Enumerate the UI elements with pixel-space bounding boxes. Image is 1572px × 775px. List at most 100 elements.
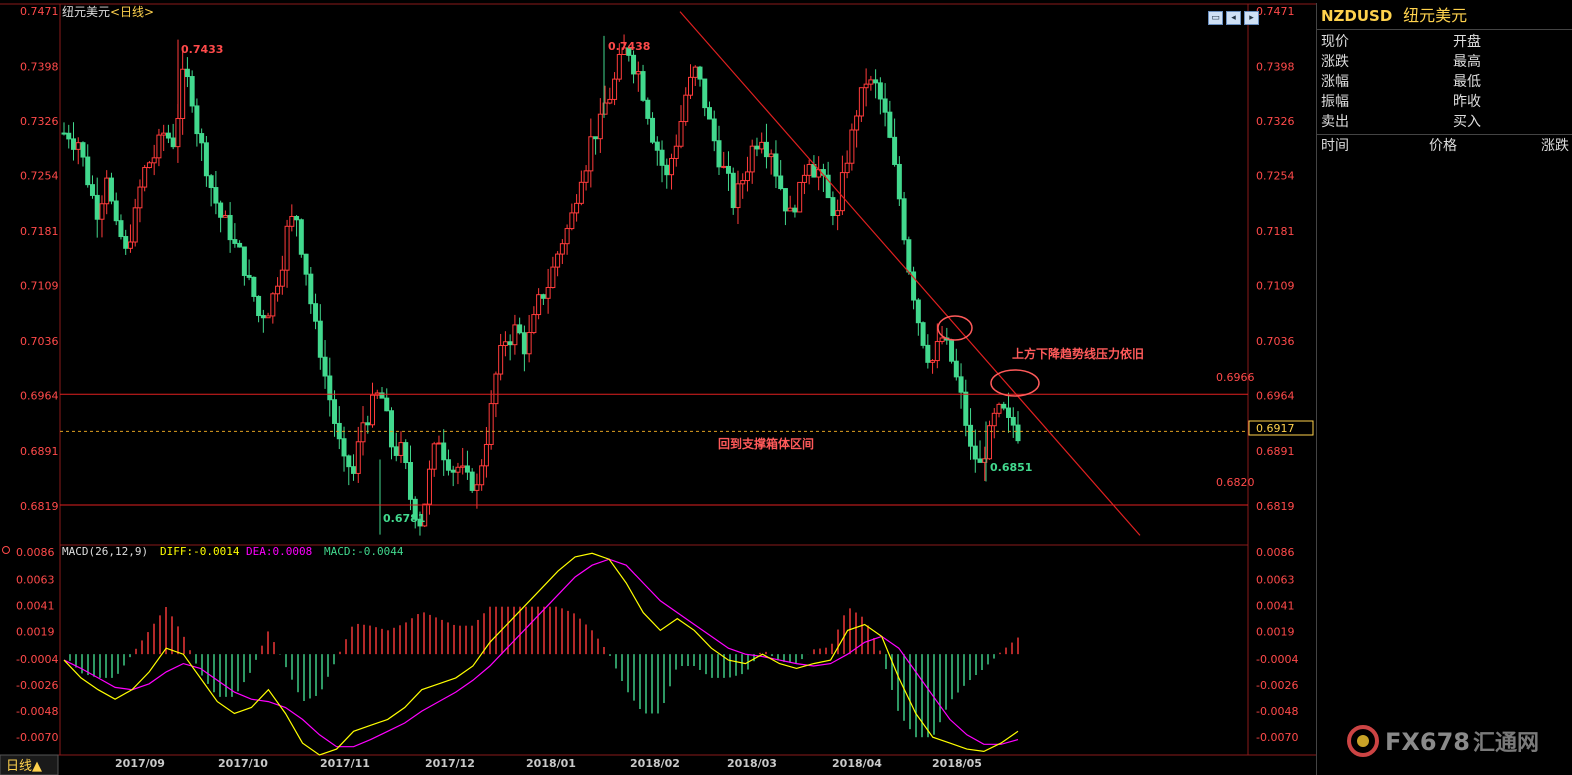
quote-row: 涨幅 最低 bbox=[1317, 72, 1572, 92]
candle-body bbox=[94, 194, 100, 220]
macd-dea-label: DEA:0.0008 bbox=[246, 545, 312, 558]
candle-body bbox=[284, 225, 290, 271]
candle-body bbox=[854, 115, 860, 131]
candle-body bbox=[735, 183, 741, 209]
candle-body bbox=[749, 145, 755, 173]
tick-header-time: 时间 bbox=[1321, 138, 1349, 154]
quote-label: 开盘 bbox=[1453, 34, 1481, 50]
macd-panel bbox=[63, 552, 1019, 756]
price-tick-right: 0.7254 bbox=[1256, 170, 1295, 183]
candle-body bbox=[987, 425, 993, 460]
candle-body bbox=[868, 79, 874, 85]
candle-body bbox=[75, 142, 81, 150]
price-tick-left: 0.6819 bbox=[20, 500, 59, 513]
candle-body bbox=[991, 412, 997, 427]
low-label-2: 0.6851 bbox=[990, 461, 1032, 474]
candle-body bbox=[275, 285, 281, 295]
price-tick-left: 0.7326 bbox=[20, 115, 59, 128]
quote-label: 涨跌 bbox=[1321, 54, 1349, 70]
quote-label: 振幅 bbox=[1321, 94, 1349, 110]
price-tick-left: 0.7254 bbox=[20, 170, 59, 183]
candle-body bbox=[873, 79, 879, 84]
candle-body bbox=[241, 246, 247, 276]
left-icon[interactable]: ◂ bbox=[1226, 11, 1241, 25]
candle-body bbox=[146, 162, 152, 169]
candle-body bbox=[626, 47, 632, 56]
quote-label: 昨收 bbox=[1453, 94, 1481, 110]
expand-icon[interactable]: ▸ bbox=[1244, 11, 1259, 25]
candle-body bbox=[778, 175, 784, 190]
candle-body bbox=[66, 132, 72, 140]
indicator-settings-icon[interactable] bbox=[2, 546, 10, 554]
quote-row: 现价 开盘 bbox=[1317, 32, 1572, 52]
candle-body bbox=[208, 175, 214, 189]
candle-body bbox=[355, 441, 361, 474]
candle-body bbox=[863, 83, 869, 89]
candle-body bbox=[906, 239, 912, 273]
candle-body bbox=[892, 136, 898, 165]
upper-line-label: 0.6966 bbox=[1216, 371, 1255, 384]
chart-frame bbox=[0, 3, 1316, 756]
candle-body bbox=[540, 294, 546, 299]
date-tick: 2017/10 bbox=[218, 757, 268, 770]
candle-body bbox=[1015, 424, 1021, 442]
candle-body bbox=[450, 469, 456, 473]
candle-body bbox=[949, 339, 955, 362]
price-tick-left: 0.6964 bbox=[20, 390, 59, 403]
candle-body bbox=[896, 163, 902, 200]
candle-body bbox=[692, 66, 698, 78]
resistance-annotation: 上方下降趋势线压力依旧 bbox=[1012, 346, 1144, 361]
window-buttons: ▭ ◂ ▸ bbox=[1208, 5, 1262, 25]
candle-body bbox=[483, 443, 489, 467]
candle-body bbox=[825, 174, 831, 199]
candle-body bbox=[341, 438, 347, 457]
candle-body bbox=[678, 121, 684, 147]
candle-body bbox=[697, 66, 703, 80]
candle-body bbox=[725, 165, 731, 174]
candle-body bbox=[702, 78, 708, 109]
price-tick-right: 0.7471 bbox=[1256, 5, 1295, 18]
quote-label: 现价 bbox=[1321, 34, 1349, 50]
chart-canvas[interactable]: 0.7471 0.7471 0.7398 0.7398 0.7326 0.7326 0.72… bbox=[0, 0, 1316, 775]
price-tick-right: 0.7326 bbox=[1256, 115, 1295, 128]
candle-body bbox=[123, 236, 129, 249]
candle-body bbox=[104, 177, 110, 205]
candle-body bbox=[744, 171, 750, 182]
candle-body bbox=[218, 202, 224, 218]
quote-label: 买入 bbox=[1453, 114, 1481, 130]
candle-body bbox=[199, 133, 205, 144]
candle-body bbox=[763, 141, 769, 158]
candle-body bbox=[407, 462, 413, 500]
candle-body bbox=[839, 172, 845, 212]
price-tick-left: 0.7036 bbox=[20, 335, 59, 348]
quote-row: 振幅 昨收 bbox=[1317, 92, 1572, 112]
candle-body bbox=[161, 132, 167, 136]
candle-body bbox=[882, 98, 888, 113]
candle-body bbox=[493, 373, 499, 405]
candle-body bbox=[303, 253, 309, 275]
candle-body bbox=[536, 294, 542, 316]
candle-body bbox=[388, 410, 394, 448]
price-tick-left: 0.7109 bbox=[20, 280, 59, 293]
candle-body bbox=[99, 203, 105, 220]
candle-body bbox=[346, 455, 352, 468]
fx678-logo-icon bbox=[1347, 725, 1379, 757]
watermark-brand: FX678 bbox=[1385, 728, 1470, 756]
candle-body bbox=[706, 107, 712, 120]
price-tick-right: 0.7181 bbox=[1256, 225, 1295, 238]
candle-body bbox=[555, 253, 561, 268]
candle-body bbox=[635, 71, 641, 75]
candle-body bbox=[711, 118, 717, 142]
candle-body bbox=[531, 314, 537, 334]
symbol-code: NZDUSD bbox=[1321, 7, 1393, 25]
candle-body bbox=[170, 137, 176, 148]
candle-body bbox=[151, 157, 157, 164]
restore-icon[interactable]: ▭ bbox=[1208, 11, 1223, 25]
macd-tick-right: 0.0041 bbox=[1256, 600, 1295, 613]
candle-body bbox=[403, 442, 409, 464]
candle-body bbox=[189, 76, 195, 107]
candle-body bbox=[441, 442, 447, 461]
period-selector-button[interactable] bbox=[0, 754, 59, 775]
candle-body bbox=[621, 47, 627, 56]
quote-table: 现价 开盘 涨跌 最高 涨幅 最低 振幅 昨收 卖出 买入 bbox=[1317, 30, 1572, 135]
